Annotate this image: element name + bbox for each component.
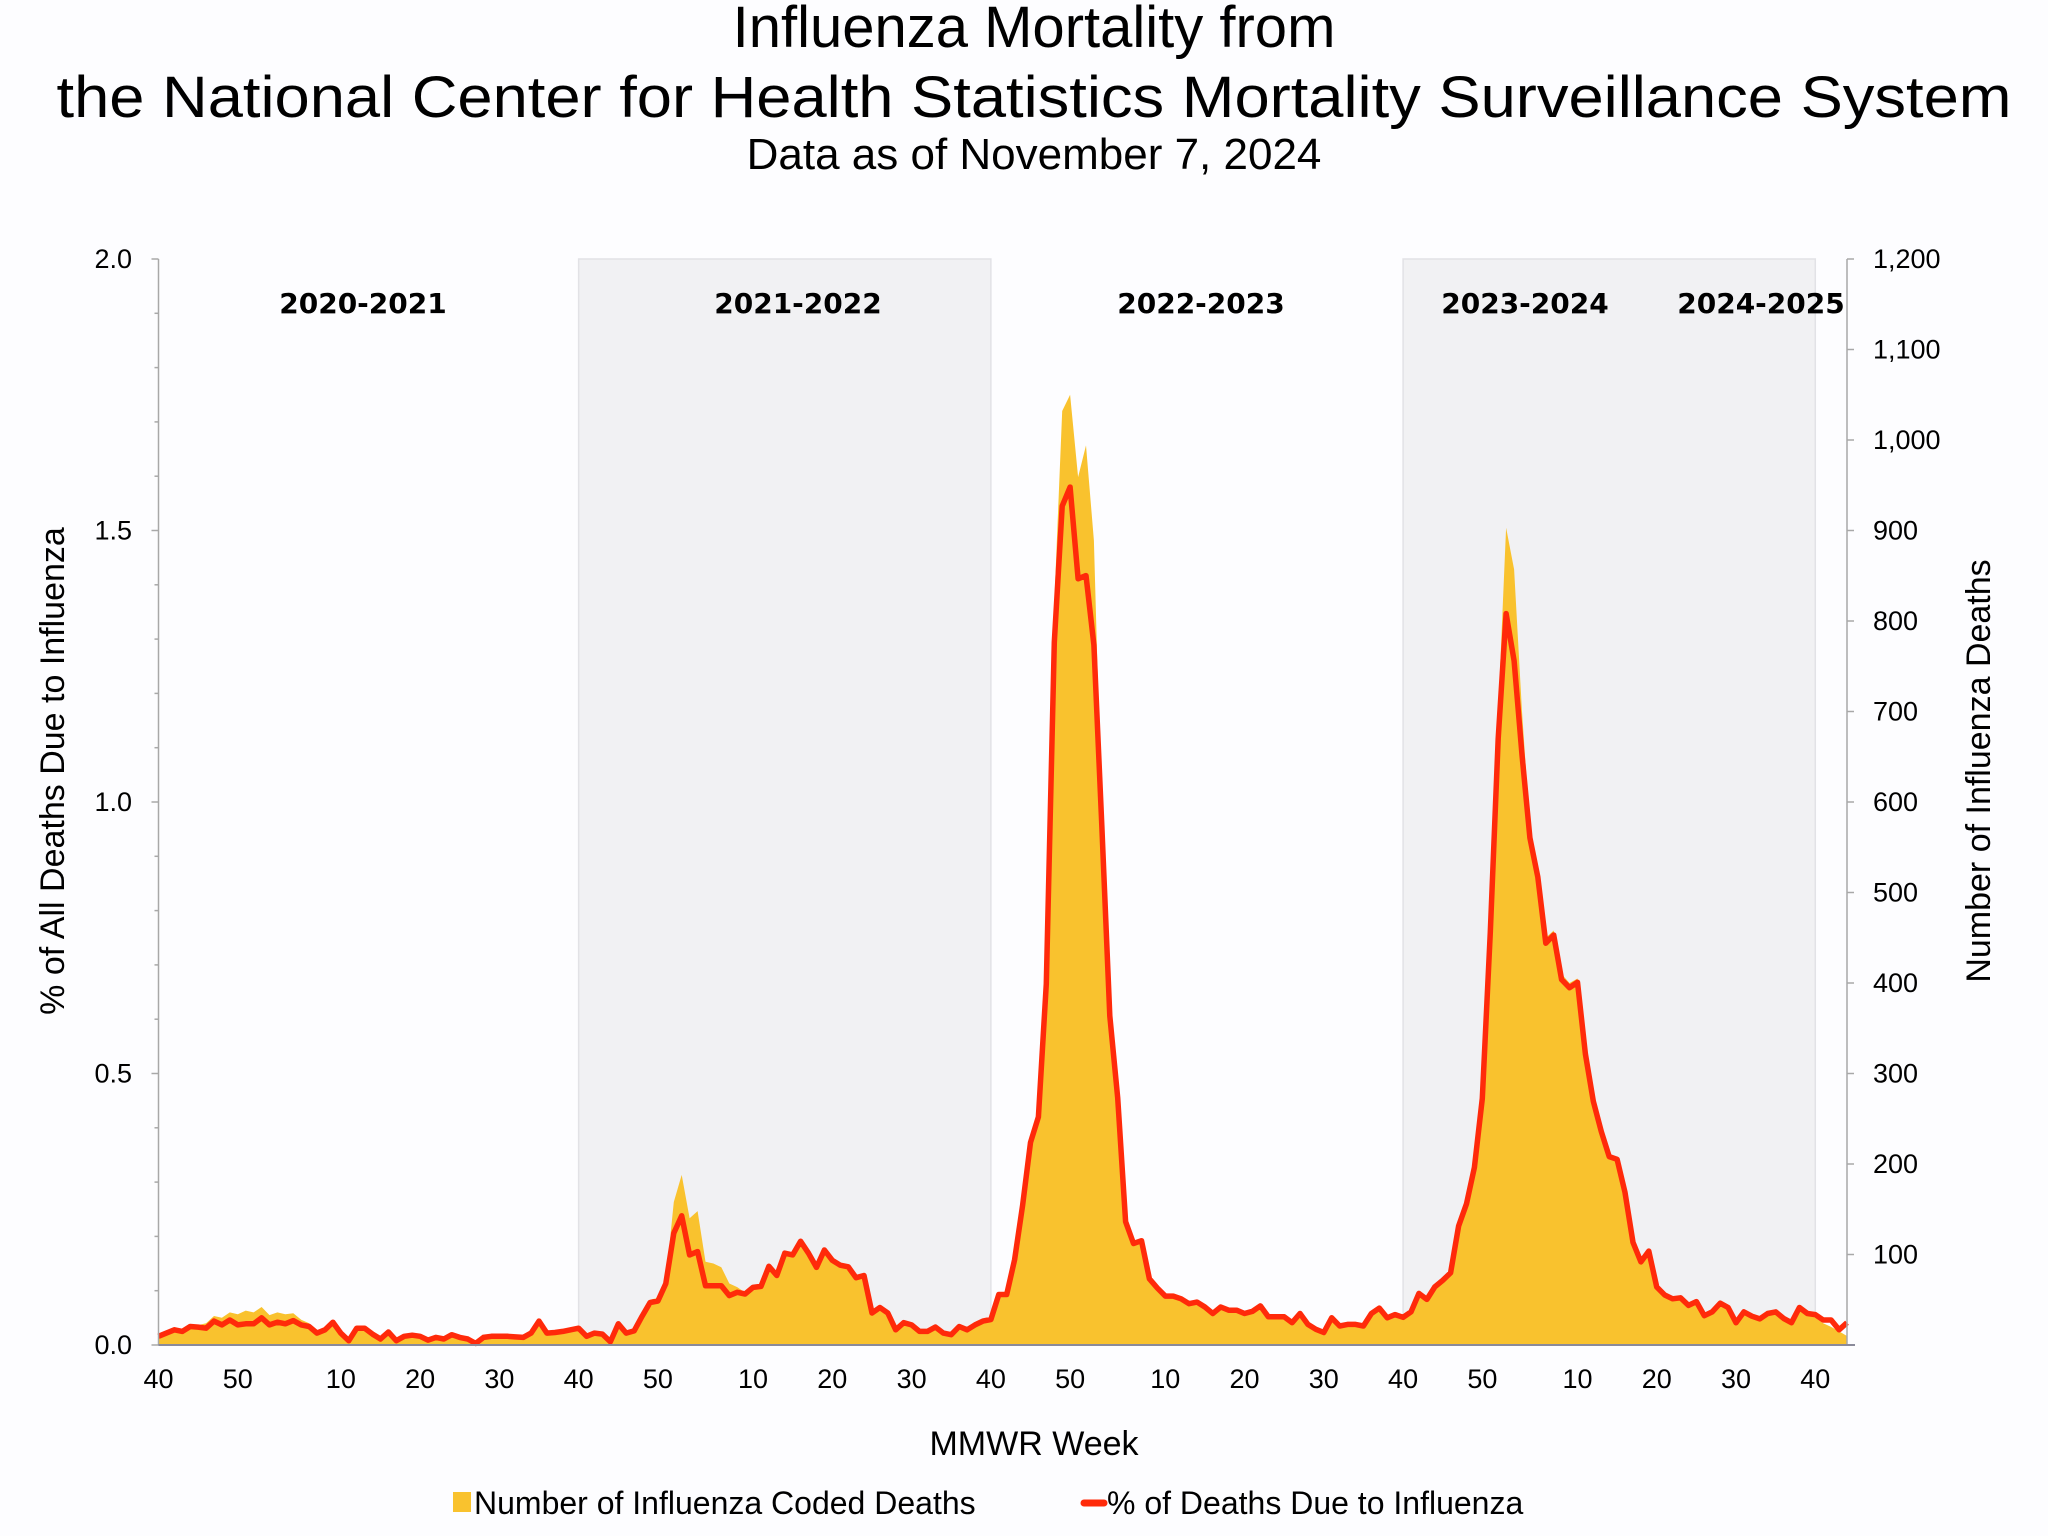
- x-tick-label: 10: [326, 1364, 356, 1394]
- y-left-tick-label: 1.5: [94, 516, 132, 546]
- y-left-tick-label: 2.0: [94, 244, 132, 274]
- y-right-tick-label: 100: [1873, 1240, 1918, 1270]
- chart-title-line2: the National Center for Health Statistic…: [57, 65, 2012, 130]
- x-tick-label: 30: [897, 1364, 927, 1394]
- x-tick-label: 50: [223, 1364, 253, 1394]
- y-axis-right-title: Number of Influenza Deaths: [1960, 559, 1998, 982]
- x-tick-label: 40: [564, 1364, 594, 1394]
- chart-title-line1: Influenza Mortality from: [733, 0, 1336, 60]
- y-right-tick-label: 800: [1873, 606, 1918, 636]
- legend-label-percent: % of Deaths Due to Influenza: [1107, 1485, 1523, 1521]
- legend: Number of Influenza Coded Deaths % of De…: [453, 1485, 1523, 1521]
- x-tick-label: 40: [143, 1364, 173, 1394]
- deaths-area: [158, 394, 1847, 1345]
- y-left-tick-label: 1.0: [94, 787, 132, 817]
- x-tick-label: 40: [976, 1364, 1006, 1394]
- y-left-tick-label: 0.0: [94, 1330, 132, 1360]
- season-label: 2020-2021: [279, 287, 446, 320]
- x-tick-label: 30: [1721, 1364, 1751, 1394]
- x-tick-label: 50: [643, 1364, 673, 1394]
- x-tick-label: 10: [1150, 1364, 1180, 1394]
- x-tick-label: 50: [1467, 1364, 1497, 1394]
- y-right-tick-label: 700: [1873, 697, 1918, 727]
- x-tick-label: 40: [1800, 1364, 1830, 1394]
- x-tick-label: 50: [1055, 1364, 1085, 1394]
- y-right-tick-label: 1,000: [1873, 425, 1941, 455]
- x-tick-label: 40: [1388, 1364, 1418, 1394]
- y-right-tick-label: 900: [1873, 516, 1918, 546]
- y-right-tick-label: 200: [1873, 1149, 1918, 1179]
- season-label: 2023-2024: [1441, 287, 1608, 320]
- y-right-tick-label: 500: [1873, 878, 1918, 908]
- x-tick-label: 30: [1309, 1364, 1339, 1394]
- y-right-tick-label: 300: [1873, 1059, 1918, 1089]
- season-label: 2022-2023: [1117, 287, 1284, 320]
- x-tick-label: 20: [405, 1364, 435, 1394]
- y-right-tick-label: 1,100: [1873, 335, 1941, 365]
- x-tick-label: 20: [817, 1364, 847, 1394]
- plot-marks: [157, 394, 1849, 1347]
- season-label: 2021-2022: [714, 287, 881, 320]
- y-left-tick-label: 0.5: [94, 1059, 132, 1089]
- x-tick-label: 20: [1230, 1364, 1260, 1394]
- axes: 0.0 0.5 1.0 1.5 2.0 100 200 300 400 500 600 700 800 9…: [94, 244, 1940, 1394]
- x-axis-title: MMWR Week: [929, 1425, 1139, 1463]
- chart-subtitle: Data as of November 7, 2024: [747, 130, 1322, 179]
- x-tick-label: 30: [484, 1364, 514, 1394]
- x-tick-label: 10: [738, 1364, 768, 1394]
- y-axis-left-title: % of All Deaths Due to Influenza: [34, 527, 72, 1015]
- y-right-tick-label: 400: [1873, 968, 1918, 998]
- y-right-tick-label: 1,200: [1873, 244, 1941, 274]
- season-label: 2024-2025: [1677, 287, 1844, 320]
- legend-swatch-deaths-area: [453, 1492, 471, 1512]
- y-right-tick-label: 600: [1873, 787, 1918, 817]
- season-labels: 2020-2021 2021-2022 2022-2023 2023-2024 2024…: [279, 287, 1844, 320]
- season-shading: [577, 258, 1817, 1346]
- legend-label-deaths: Number of Influenza Coded Deaths: [474, 1485, 976, 1521]
- season-band-2021-2022: [577, 258, 992, 1346]
- percent-line: [157, 484, 1849, 1347]
- x-tick-label: 20: [1642, 1364, 1672, 1394]
- x-tick-label: 10: [1562, 1364, 1592, 1394]
